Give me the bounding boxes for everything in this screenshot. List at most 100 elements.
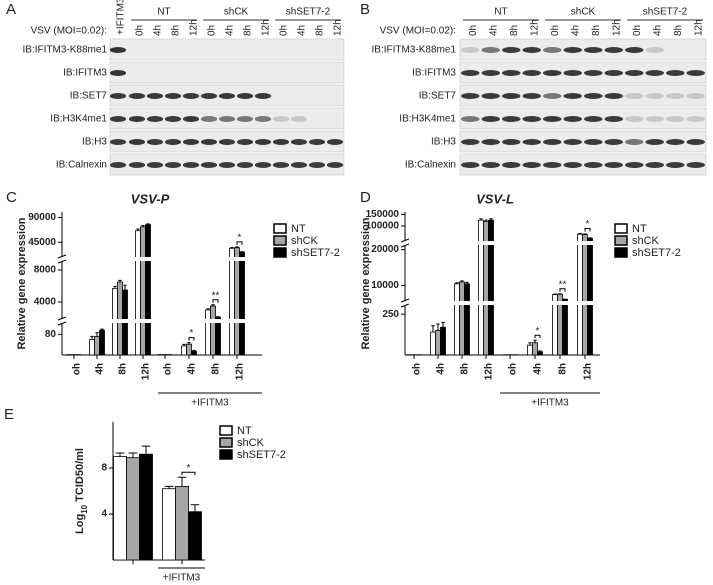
lane-label: 4h — [225, 25, 236, 36]
chart-title: VSV-L — [476, 191, 514, 206]
blot-band — [645, 162, 664, 168]
bar — [577, 233, 583, 356]
blot-band — [236, 162, 254, 168]
blot-band — [645, 139, 664, 145]
bar — [117, 281, 123, 356]
blot-band — [584, 139, 603, 145]
significance-label: * — [238, 233, 242, 244]
error-bar — [436, 323, 440, 331]
bar — [527, 344, 533, 356]
y-tick-label: 4 — [101, 509, 107, 520]
lane-label: 4h — [153, 25, 164, 36]
panel-letter: E — [4, 406, 14, 423]
significance-bracket — [534, 334, 541, 339]
lane-label: 8h — [315, 25, 326, 36]
row-label: IB:H3 — [431, 137, 456, 148]
blot-band — [146, 93, 164, 99]
blot-band — [461, 162, 480, 168]
significance-label: * — [190, 328, 194, 339]
axis-break — [56, 257, 264, 261]
blot-band — [522, 139, 541, 145]
blot-band — [109, 70, 127, 76]
blot-band — [164, 93, 182, 99]
error-bar — [230, 246, 234, 249]
bar — [229, 247, 235, 356]
row-label: IB:SET7 — [70, 91, 108, 102]
blot-band — [254, 139, 272, 145]
blot-band — [218, 162, 236, 168]
blot-band — [218, 93, 236, 99]
blot-band — [290, 162, 308, 168]
legend-swatch — [219, 425, 233, 436]
error-bar — [583, 233, 587, 235]
blot-band — [200, 116, 218, 122]
blot-band — [182, 93, 200, 99]
blot-band — [645, 47, 664, 53]
blot-band — [686, 139, 705, 145]
blot-band — [645, 70, 664, 76]
bar — [440, 326, 446, 356]
chart-title: VSV-P — [131, 191, 170, 206]
blot-band — [308, 139, 326, 145]
blot-band — [686, 70, 705, 76]
lane-label: +IFITM3 — [116, 0, 127, 35]
blot-band — [604, 116, 623, 122]
blot-band — [164, 162, 182, 168]
error-bar — [528, 342, 532, 346]
axis-break — [56, 319, 264, 323]
condition-label: VSV (MOI=0.02): — [31, 26, 107, 37]
bar — [126, 457, 140, 561]
significance-label: ** — [212, 290, 220, 301]
lane-label: 8h — [591, 25, 602, 36]
blot-strip — [459, 153, 707, 176]
blot-band — [584, 116, 603, 122]
group-label: shCK — [224, 7, 249, 18]
panel-letter: C — [6, 189, 17, 206]
blot-band — [481, 47, 500, 53]
row-label: IB:IFITM3-K88me1 — [372, 45, 457, 56]
y-tick-label: 250 — [382, 309, 399, 320]
error-bar — [460, 280, 464, 282]
significance-bracket — [188, 337, 195, 341]
bar — [537, 351, 543, 356]
y-axis-label: Log10 TCID50/ml — [74, 448, 89, 534]
blot-band — [164, 139, 182, 145]
error-bar — [235, 246, 239, 248]
lane-label: 12h — [529, 19, 540, 36]
legend-label: NT — [632, 223, 647, 235]
blot-band — [502, 70, 521, 76]
x-tick-label: 12h — [484, 363, 495, 380]
y-axis-label: Relative gene expression — [360, 217, 372, 349]
error-bar — [206, 308, 210, 310]
blot-band — [272, 116, 290, 122]
y-axis-label-part: 10 — [80, 504, 89, 513]
bar — [162, 488, 176, 561]
blot-band — [502, 162, 521, 168]
blot-band — [563, 93, 582, 99]
error-bar — [146, 223, 150, 225]
bar — [210, 305, 216, 356]
blot-band — [625, 47, 644, 53]
bar — [562, 298, 568, 356]
blot-band — [146, 116, 164, 122]
legend-label: shSET7-2 — [291, 247, 340, 259]
bar — [191, 350, 197, 356]
row-label: IB:H3K4me1 — [50, 114, 107, 125]
x-tick-label: 8h — [211, 363, 222, 375]
blot-band — [522, 162, 541, 168]
blot-strip — [109, 38, 345, 61]
blot-band — [645, 116, 664, 122]
group-label: +IFITM3 — [191, 398, 229, 409]
bar — [478, 219, 484, 356]
row-label: IB:IFITM3-K88me1 — [23, 45, 108, 56]
blot-band — [666, 70, 685, 76]
significance-label: * — [536, 326, 540, 337]
lane-label: 8h — [171, 25, 182, 36]
blot-band — [625, 162, 644, 168]
error-bar — [465, 281, 469, 284]
y-axis-label-part: TCID50/ml — [74, 448, 86, 505]
legend-swatch — [273, 223, 287, 234]
blot-band — [236, 116, 254, 122]
blot-band — [563, 139, 582, 145]
blot-strip — [459, 38, 707, 61]
